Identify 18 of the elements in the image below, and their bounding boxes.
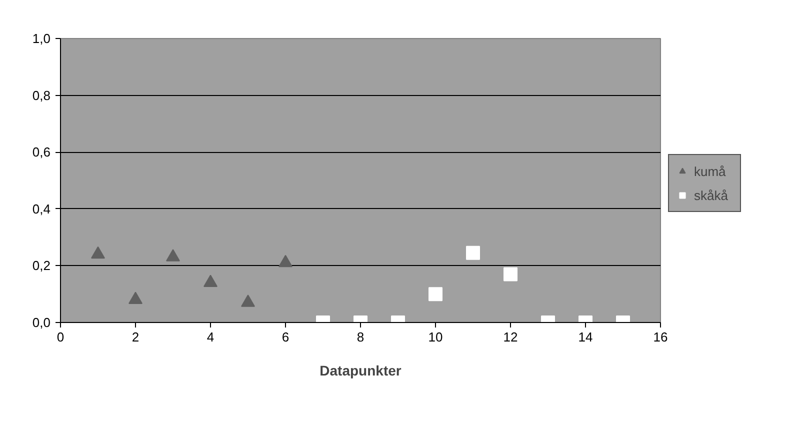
x-tick-label: 16 xyxy=(653,330,668,344)
x-tick-label: 10 xyxy=(428,330,443,344)
legend-label: kumå xyxy=(694,164,727,178)
y-tick-label: 0,6 xyxy=(32,144,51,160)
x-axis-title: Datapunkter xyxy=(320,362,402,378)
x-tick-label: 6 xyxy=(282,330,290,344)
x-tick-label: 0 xyxy=(56,330,64,344)
x-tick-label: 14 xyxy=(578,330,593,344)
y-tick-label: 0,8 xyxy=(32,88,51,103)
y-tick-label: 1,0 xyxy=(32,31,51,46)
y-tick-label: 0,0 xyxy=(32,315,51,330)
y-tick-label: 0,4 xyxy=(32,201,51,216)
x-tick-label: 8 xyxy=(356,330,364,344)
legend-label: skåkå xyxy=(694,188,729,202)
x-tick-label: 12 xyxy=(503,330,518,344)
y-tick-label: 0,2 xyxy=(32,258,51,274)
x-tick-label: 2 xyxy=(132,330,140,344)
x-tick-label: 4 xyxy=(206,330,214,344)
